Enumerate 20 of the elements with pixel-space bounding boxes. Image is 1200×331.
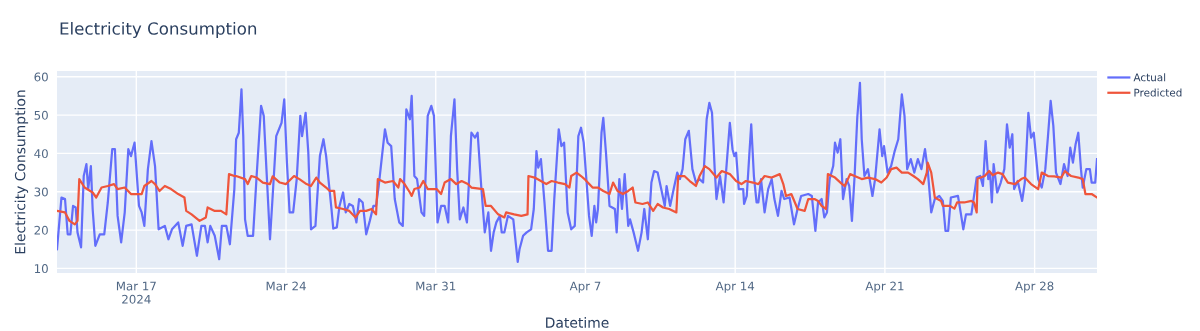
y-tick-label: 20 <box>34 225 48 235</box>
y-tick-label: 40 <box>34 149 48 159</box>
y-axis-title: Electricity Consumption <box>14 90 29 254</box>
y-tick-label: 30 <box>34 187 48 197</box>
line-series <box>57 161 1097 226</box>
line-series <box>57 81 1097 263</box>
x-tick-label: Apr 14 <box>715 281 755 293</box>
chart-title: Electricity Consumption <box>60 21 257 39</box>
x-tick-label: Apr 21 <box>865 281 904 293</box>
x-tick-label: Mar 24 <box>266 281 306 291</box>
x-tick-label: Mar 17 2024 <box>116 281 156 304</box>
legend-label: Predicted <box>1134 88 1182 97</box>
y-tick-label: 60 <box>34 72 48 82</box>
x-tick-label: Mar 31 <box>416 281 456 291</box>
y-tick-label: 10 <box>34 264 48 274</box>
x-tick-label: Apr 7 <box>569 281 601 293</box>
x-tick-label: Apr 28 <box>1015 281 1054 293</box>
legend-label: Actual <box>1133 73 1166 82</box>
x-axis-title: Datetime <box>546 317 609 328</box>
y-tick-label: 50 <box>34 110 48 120</box>
